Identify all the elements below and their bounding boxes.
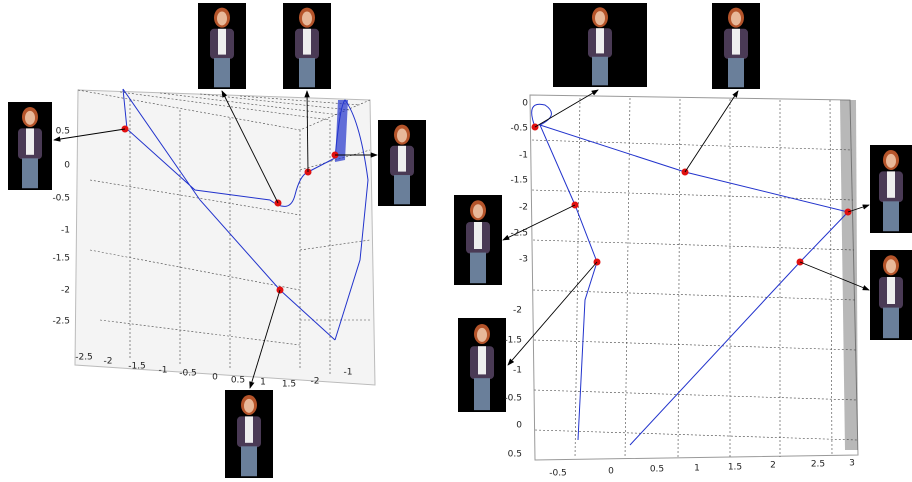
avatar xyxy=(378,120,426,206)
avatar-shirt xyxy=(303,28,311,55)
avatar-legs xyxy=(22,158,38,189)
avatar-legs xyxy=(241,446,257,477)
tick-label: 0 xyxy=(64,161,70,171)
tick-label: 0.5 xyxy=(56,127,70,137)
avatar xyxy=(283,3,331,89)
avatar-legs xyxy=(474,378,490,411)
tick-label: 2.5 xyxy=(811,460,825,470)
avatar-face xyxy=(886,153,896,168)
avatar-face xyxy=(477,327,487,342)
axis-edge xyxy=(840,100,858,450)
tick-label: -0.5 xyxy=(504,394,522,404)
tick-label: 0 xyxy=(608,467,614,477)
plot-area xyxy=(529,94,859,461)
avatar-shirt xyxy=(474,222,482,249)
left-plot xyxy=(74,88,376,386)
tick-label: 1.5 xyxy=(282,380,296,390)
avatar-shirt xyxy=(26,128,34,155)
avatar-shirt xyxy=(732,28,740,55)
avatar xyxy=(870,250,912,340)
tick-label: -0.5 xyxy=(179,369,197,379)
tick-label: -2 xyxy=(311,377,320,387)
avatar-face xyxy=(595,11,605,26)
trajectory-cluster xyxy=(335,100,348,162)
tick-label: 0.5 xyxy=(508,450,522,460)
tick-label: -1 xyxy=(513,366,522,376)
avatar-legs xyxy=(883,307,899,339)
avatar-legs xyxy=(592,56,608,86)
avatar-face xyxy=(886,259,896,274)
tick-label: 0 xyxy=(516,421,522,431)
tick-label: 0.5 xyxy=(650,465,664,475)
tick-label: -0.5 xyxy=(510,124,528,134)
avatar-thumbnails xyxy=(8,3,912,478)
tick-label: -3 xyxy=(519,255,528,265)
avatar-face xyxy=(302,11,312,26)
avatar-face xyxy=(217,11,227,26)
avatar-face xyxy=(25,110,35,125)
avatar-shirt xyxy=(245,416,253,443)
avatar xyxy=(198,3,246,89)
tick-label: -1 xyxy=(61,226,70,236)
right-plot xyxy=(529,94,859,461)
tick-label: -2.5 xyxy=(52,317,70,327)
avatar-legs xyxy=(214,58,230,88)
avatar-legs xyxy=(470,252,486,284)
avatar-legs xyxy=(883,201,899,232)
tick-label: 0.5 xyxy=(231,376,245,386)
tick-label: -0.5 xyxy=(549,469,567,479)
tick-label: -2 xyxy=(104,357,113,367)
tick-label: 1 xyxy=(694,464,700,474)
tick-label: -2 xyxy=(61,286,70,296)
tick-label: -0.5 xyxy=(52,194,70,204)
avatar xyxy=(870,145,912,233)
tick-label: -2 xyxy=(513,306,522,316)
tick-label: 3 xyxy=(849,459,855,469)
arrows xyxy=(53,89,870,389)
tick-label: -2.5 xyxy=(510,229,528,239)
avatar xyxy=(712,3,760,89)
avatar-face xyxy=(244,398,254,413)
avatar xyxy=(553,3,647,87)
avatar-face xyxy=(473,204,483,219)
tick-label: 1 xyxy=(260,378,266,388)
avatar-shirt xyxy=(398,145,406,172)
avatar-shirt xyxy=(478,346,486,375)
tick-label: -1 xyxy=(344,368,353,378)
tick-label: -1.5 xyxy=(128,362,146,372)
avatar-shirt xyxy=(218,28,226,55)
avatar xyxy=(454,195,502,285)
tick-label: -1 xyxy=(519,151,528,161)
avatar-shirt xyxy=(596,28,604,54)
avatar-shirt xyxy=(887,277,895,304)
avatar-legs xyxy=(299,58,315,88)
avatar xyxy=(8,102,52,190)
tick-label: 1.5 xyxy=(728,463,742,473)
tick-label: -1.5 xyxy=(52,254,70,264)
tick-label: 0 xyxy=(522,99,528,109)
avatar xyxy=(458,318,506,412)
avatar xyxy=(225,390,273,478)
avatar-face xyxy=(731,11,741,26)
tick-label: -2 xyxy=(519,203,528,213)
tick-label: 0 xyxy=(212,373,218,383)
tick-labels: 0.5 0 -0.5 -1 -1.5 -2 -2.5 -2.5 -2 -1.5 -1 -0.5 0 0.5… xyxy=(52,99,854,479)
tick-label: -1 xyxy=(159,366,168,376)
avatar-shirt xyxy=(887,171,895,198)
tick-label: -1.5 xyxy=(510,176,528,186)
avatar-legs xyxy=(394,175,410,205)
tick-label: -1.5 xyxy=(504,336,522,346)
avatar-legs xyxy=(728,58,744,88)
avatar-face xyxy=(397,128,407,143)
tick-label: -2.5 xyxy=(75,353,93,363)
tick-label: 2 xyxy=(770,461,776,471)
